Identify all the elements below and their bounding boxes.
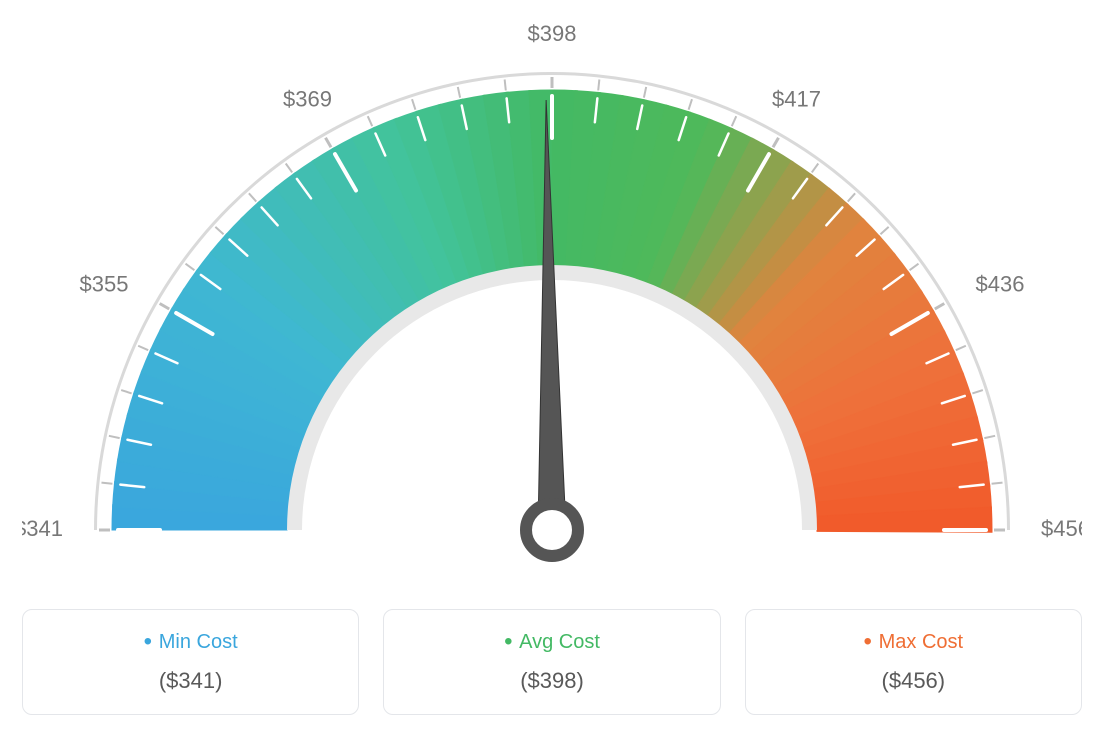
svg-text:$341: $341: [22, 516, 63, 541]
svg-text:$417: $417: [772, 86, 821, 111]
legend-card-avg: Avg Cost ($398): [383, 609, 720, 715]
svg-text:$369: $369: [283, 86, 332, 111]
legend-value-min: ($341): [33, 668, 348, 694]
legend-label-max: Max Cost: [756, 628, 1071, 656]
svg-text:$456: $456: [1041, 516, 1082, 541]
svg-text:$398: $398: [528, 21, 577, 46]
cost-gauge-chart: $341 $355 $369 $398 $417 $436 $456: [22, 20, 1082, 585]
svg-text:$436: $436: [975, 271, 1024, 296]
legend-card-min: Min Cost ($341): [22, 609, 359, 715]
gauge-svg: $341 $355 $369 $398 $417 $436 $456: [22, 20, 1082, 580]
legend-value-max: ($456): [756, 668, 1071, 694]
svg-text:$355: $355: [80, 271, 129, 296]
legend-label-avg: Avg Cost: [394, 628, 709, 656]
legend-row: Min Cost ($341) Avg Cost ($398) Max Cost…: [22, 609, 1082, 715]
legend-value-avg: ($398): [394, 668, 709, 694]
legend-label-min: Min Cost: [33, 628, 348, 656]
legend-card-max: Max Cost ($456): [745, 609, 1082, 715]
